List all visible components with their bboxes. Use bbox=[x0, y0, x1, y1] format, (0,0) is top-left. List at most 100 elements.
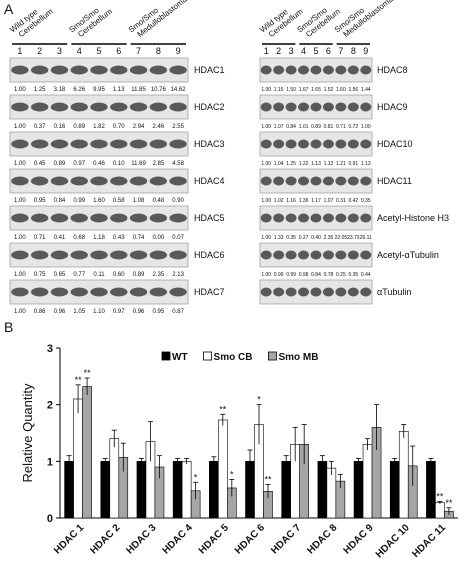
bar bbox=[398, 430, 409, 519]
quant-value: 0.00 bbox=[152, 235, 164, 241]
quant-value: 0.42 bbox=[348, 198, 358, 204]
blot-band bbox=[110, 139, 128, 149]
blot-band bbox=[70, 176, 88, 186]
blot-band bbox=[90, 250, 108, 260]
blot-band bbox=[129, 213, 148, 223]
blot-band bbox=[90, 176, 108, 186]
quant-value: 1.00 bbox=[14, 161, 26, 167]
blot-band bbox=[322, 139, 334, 149]
blot-band bbox=[360, 250, 372, 260]
blot-band bbox=[110, 250, 128, 260]
blot-band bbox=[347, 102, 359, 112]
bar bbox=[389, 461, 400, 519]
quant-value: 11.69 bbox=[131, 161, 146, 167]
blot-band bbox=[360, 213, 372, 223]
legend-label: Smo CB bbox=[214, 352, 253, 363]
blot-label: Acetyl-αTubulin bbox=[377, 250, 439, 260]
blot-band bbox=[285, 176, 297, 186]
quant-value: 1.00 bbox=[14, 272, 26, 278]
blot-band bbox=[169, 176, 187, 186]
blot-band bbox=[149, 139, 168, 149]
quant-value: 0.31 bbox=[336, 198, 346, 204]
quant-value: 1.07 bbox=[274, 124, 284, 130]
lane-number: 7 bbox=[338, 46, 343, 56]
quant-value: 1.00 bbox=[14, 309, 26, 315]
quant-value: 1.56 bbox=[348, 87, 358, 93]
quant-value: 0.35 bbox=[286, 235, 296, 241]
blot-band bbox=[30, 213, 49, 223]
blot-band bbox=[129, 250, 148, 260]
quant-value: 1.22 bbox=[299, 161, 309, 167]
quant-value: 2.55 bbox=[172, 124, 184, 130]
significance: * bbox=[257, 395, 261, 405]
quant-value: 0.84 bbox=[311, 272, 321, 278]
significance: ** bbox=[436, 492, 444, 502]
blot-band bbox=[360, 65, 372, 75]
blot-band bbox=[11, 65, 29, 75]
bar bbox=[218, 419, 228, 519]
blot-label: HDAC3 bbox=[194, 139, 225, 149]
significance: ** bbox=[445, 498, 453, 508]
quant-value: 0.74 bbox=[133, 235, 145, 241]
lane-number: 7 bbox=[136, 46, 141, 56]
quant-value: 0.91 bbox=[348, 161, 358, 167]
bar bbox=[136, 461, 147, 519]
lane-number: 4 bbox=[77, 46, 82, 56]
quant-value: 1.16 bbox=[286, 198, 296, 204]
bar bbox=[82, 386, 92, 519]
quant-value: 9.95 bbox=[93, 87, 105, 93]
blot-band bbox=[50, 65, 69, 75]
blot-band bbox=[129, 176, 148, 186]
blot-band bbox=[285, 250, 297, 260]
blot-band bbox=[110, 287, 128, 297]
bar bbox=[181, 461, 192, 519]
blot-band bbox=[298, 65, 310, 75]
quant-value: 0.07 bbox=[172, 235, 184, 241]
quant-value: 2.35 bbox=[152, 272, 164, 278]
blot-band bbox=[11, 139, 29, 149]
quant-value: 0.10 bbox=[113, 161, 125, 167]
lane-number: 3 bbox=[289, 46, 294, 56]
blot-band bbox=[129, 102, 148, 112]
blot-label: HDAC11 bbox=[377, 176, 412, 186]
quant-value: 0.46 bbox=[93, 161, 105, 167]
blot-band bbox=[310, 139, 322, 149]
quant-value: 1.52 bbox=[324, 87, 334, 93]
quant-value: 0.78 bbox=[324, 272, 334, 278]
quant-value: 1.07 bbox=[324, 198, 334, 204]
blot-band bbox=[322, 65, 334, 75]
blot-band bbox=[30, 250, 49, 260]
quant-value: 0.98 bbox=[299, 272, 309, 278]
legend-label: WT bbox=[172, 352, 188, 363]
blot-band bbox=[360, 176, 372, 186]
blot-label: HDAC7 bbox=[194, 287, 225, 297]
quant-value: 0.96 bbox=[133, 309, 145, 315]
blot-band bbox=[50, 139, 69, 149]
quant-value: 1.60 bbox=[93, 198, 105, 204]
quant-value: 1.00 bbox=[14, 87, 26, 93]
quant-value: 10.76 bbox=[151, 87, 167, 93]
x-tick-label: HDAC 4 bbox=[161, 522, 195, 556]
quant-value: 1.00 bbox=[14, 198, 26, 204]
blot-band bbox=[273, 250, 285, 260]
blot-band bbox=[169, 250, 187, 260]
blot-band bbox=[285, 102, 297, 112]
blot-band bbox=[322, 102, 334, 112]
lane-number: 9 bbox=[176, 46, 181, 56]
quant-value: 1.08 bbox=[133, 198, 145, 204]
blot-label: HDAC10 bbox=[377, 139, 413, 149]
blot-band bbox=[360, 139, 372, 149]
quant-value: 1.21 bbox=[336, 161, 346, 167]
blot-band bbox=[335, 213, 347, 223]
blot-band bbox=[70, 139, 88, 149]
quant-value: 1.05 bbox=[73, 309, 85, 315]
quant-value: 0.89 bbox=[54, 161, 66, 167]
blot-band bbox=[347, 176, 359, 186]
quant-value: 1.44 bbox=[361, 87, 371, 93]
blot-band bbox=[50, 287, 69, 297]
quant-value: 0.48 bbox=[152, 198, 164, 204]
quant-value: 0.25 bbox=[336, 272, 346, 278]
blot-band bbox=[298, 250, 310, 260]
